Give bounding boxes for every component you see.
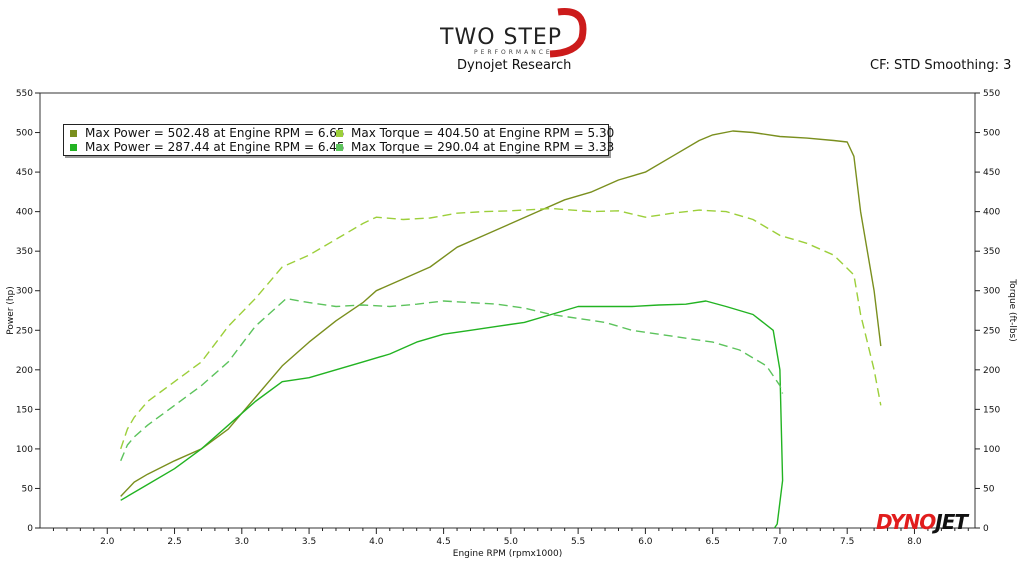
y-tick-label: 0 — [27, 524, 33, 534]
legend-item-power-1: Max Power = 502.48 at Engine RPM = 6.65 — [70, 126, 345, 140]
y2-tick-label: 400 — [983, 208, 1000, 218]
legend-label: Max Power = 502.48 at Engine RPM = 6.65 — [85, 126, 345, 140]
x-tick-label: 7.0 — [773, 537, 788, 547]
two-step-logo: TWO STEP PERFORMANCE — [439, 8, 590, 62]
legend-item-power-2: Max Power = 287.44 at Engine RPM = 6.45 — [70, 140, 345, 154]
y2-tick-label: 250 — [983, 326, 1000, 336]
x-tick-label: 4.5 — [436, 537, 450, 547]
series-line-2 — [120, 207, 882, 450]
y-tick-label: 500 — [16, 129, 33, 139]
legend-item-torque-2: Max Torque = 290.04 at Engine RPM = 3.33 — [336, 140, 614, 154]
y-tick-label: 250 — [16, 326, 33, 336]
y2-tick-label: 350 — [983, 247, 1000, 257]
legend-swatch — [70, 144, 77, 151]
y-tick-label: 300 — [16, 287, 33, 297]
x-axis-label: Engine RPM (rpmx1000) — [453, 549, 562, 559]
chart-settings-info: CF: STD Smoothing: 3 — [870, 58, 1012, 73]
x-tick-label: 4.0 — [369, 537, 384, 547]
y2-tick-label: 550 — [983, 89, 1000, 99]
y2-tick-label: 200 — [983, 366, 1000, 376]
legend-label: Max Power = 287.44 at Engine RPM = 6.45 — [85, 140, 345, 154]
y2-axis-label: Torque (ft-lbs) — [1007, 278, 1017, 342]
chart-title: Dynojet Research — [457, 58, 572, 73]
y-tick-label: 550 — [16, 89, 33, 99]
dynojet-logo: DYNOJET — [876, 510, 968, 534]
y-tick-label: 100 — [16, 445, 33, 455]
x-tick-label: 3.5 — [302, 537, 316, 547]
y-tick-label: 50 — [22, 484, 34, 494]
y-tick-label: 350 — [16, 247, 33, 257]
series-line-4 — [120, 297, 784, 462]
legend-label: Max Torque = 404.50 at Engine RPM = 5.30 — [351, 126, 615, 140]
x-tick-label: 3.0 — [235, 537, 250, 547]
legend-swatch — [70, 130, 77, 137]
y-tick-label: 200 — [16, 366, 33, 376]
y2-tick-label: 300 — [983, 287, 1000, 297]
x-tick-label: 8.0 — [907, 537, 922, 547]
x-tick-label: 6.5 — [705, 537, 719, 547]
logo-sub-text: PERFORMANCE — [474, 49, 553, 56]
x-tick-label: 5.5 — [571, 537, 585, 547]
y-axis-label: Power (hp) — [6, 286, 16, 335]
y-tick-label: 400 — [16, 208, 33, 218]
series-line-1 — [120, 130, 882, 497]
x-tick-label: 7.5 — [840, 537, 854, 547]
series-line-3 — [120, 300, 784, 529]
legend-swatch — [336, 130, 343, 137]
y2-tick-label: 0 — [983, 524, 989, 534]
x-tick-label: 6.0 — [638, 537, 653, 547]
y2-tick-label: 150 — [983, 405, 1000, 415]
y-tick-label: 150 — [16, 405, 33, 415]
y2-tick-label: 450 — [983, 168, 1000, 178]
logo-main-text: TWO STEP — [440, 25, 562, 50]
legend-label: Max Torque = 290.04 at Engine RPM = 3.33 — [351, 140, 615, 154]
y-tick-label: 450 — [16, 168, 33, 178]
legend-item-torque-1: Max Torque = 404.50 at Engine RPM = 5.30 — [336, 126, 614, 140]
legend-swatch — [336, 144, 343, 151]
x-tick-label: 2.5 — [167, 537, 181, 547]
y2-tick-label: 50 — [983, 484, 995, 494]
y2-tick-label: 500 — [983, 129, 1000, 139]
legend: Max Power = 502.48 at Engine RPM = 6.65 … — [63, 124, 614, 156]
plot-frame — [39, 92, 976, 529]
x-tick-label: 2.0 — [100, 537, 115, 547]
y2-tick-label: 100 — [983, 445, 1000, 455]
x-tick-label: 5.0 — [504, 537, 519, 547]
